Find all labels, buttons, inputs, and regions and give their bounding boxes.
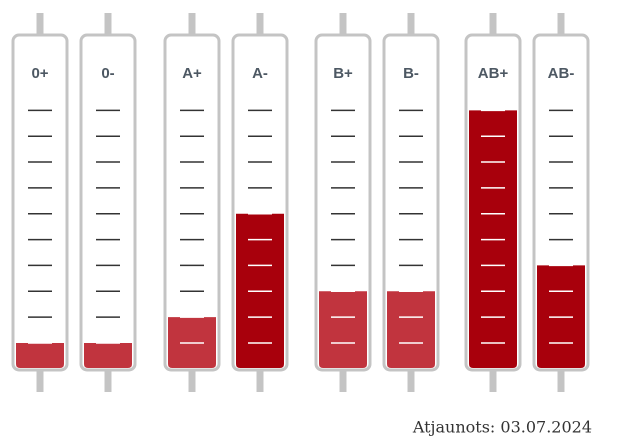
tube-stem	[188, 370, 196, 392]
tube	[382, 33, 440, 372]
blood-type-label: A-	[252, 65, 268, 82]
tube-stem	[36, 13, 44, 36]
tube	[314, 33, 372, 372]
tube-stem	[188, 13, 196, 36]
tube-stem	[36, 370, 44, 392]
tube-stem	[256, 370, 264, 392]
tube-stem	[256, 13, 264, 36]
tube-stem	[339, 13, 347, 36]
blood-type-label: 0-	[101, 65, 114, 82]
tube-stem	[489, 13, 497, 36]
tube-stem	[104, 370, 112, 392]
fill-level	[84, 342, 132, 368]
tube-stem	[104, 13, 112, 36]
tube-stem	[407, 370, 415, 392]
fill-level	[387, 291, 435, 368]
blood-type-label: B+	[333, 65, 353, 82]
blood-type-label: A+	[182, 65, 202, 82]
updated-date: Atjaunots: 03.07.2024	[412, 418, 592, 437]
tube	[163, 33, 221, 372]
tube-stem	[557, 13, 565, 36]
blood-type-label: AB+	[478, 65, 509, 82]
blood-type-label: B-	[403, 65, 419, 82]
fill-level	[16, 342, 64, 368]
tube-stem	[339, 370, 347, 392]
blood-type-label: 0+	[31, 65, 48, 82]
tube-stem	[407, 13, 415, 36]
tube	[79, 33, 137, 372]
blood-type-label: AB-	[548, 65, 575, 82]
tube-stem	[557, 370, 565, 392]
tube-stem	[489, 370, 497, 392]
fill-level	[319, 291, 367, 368]
tube	[11, 33, 69, 372]
